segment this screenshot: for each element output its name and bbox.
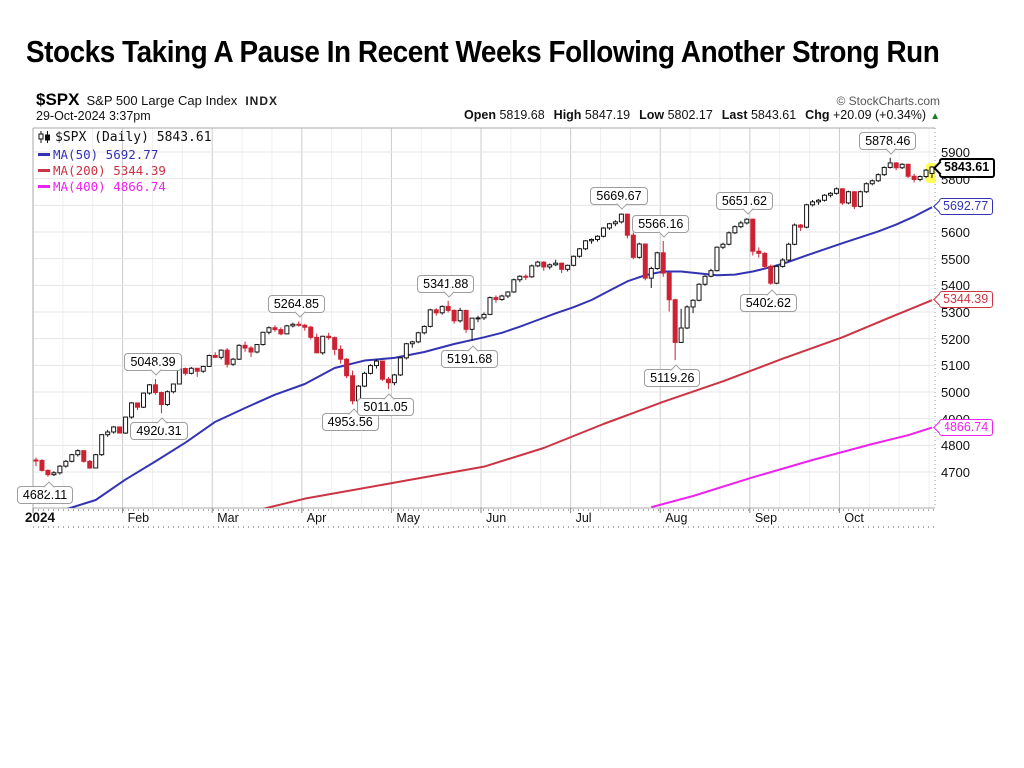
ma-line [650,426,933,508]
ma-line [66,206,933,508]
ma-line [262,299,933,508]
slide-title: Stocks Taking A Pause In Recent Weeks Fo… [26,34,940,69]
